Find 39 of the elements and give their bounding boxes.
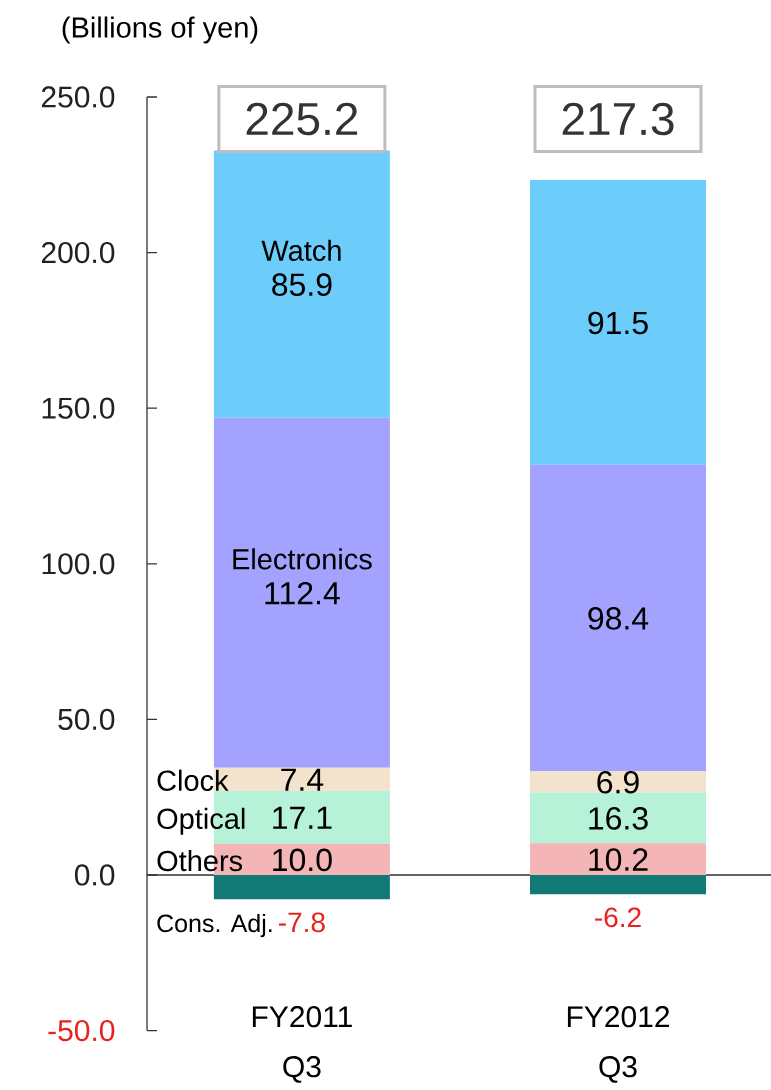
- total-label: 225.2: [246, 102, 358, 136]
- data-label: 98.4: [588, 607, 649, 630]
- data-label: 112.4: [265, 581, 340, 605]
- data-label: 10.0: [273, 848, 332, 872]
- bar: [530, 464, 707, 772]
- data-label: 91.5: [588, 311, 648, 335]
- data-label: 17.1: [273, 806, 332, 829]
- total-label: 217.3: [562, 102, 674, 136]
- y-tick-label: 200.0: [41, 241, 115, 264]
- data-label: 16.3: [589, 807, 648, 830]
- data-label: 10.2: [589, 848, 648, 871]
- y-tick-label: 0.0: [74, 864, 115, 886]
- bar: [530, 771, 707, 793]
- series-label: Cons. Adj.: [157, 913, 272, 938]
- bar: [530, 792, 707, 844]
- y-tick-label: 100.0: [42, 553, 115, 575]
- data-label: 85.9: [272, 273, 332, 297]
- y-tick-label: 150.0: [42, 397, 115, 419]
- series-label: Electronics: [233, 548, 372, 570]
- series-label: Optical: [157, 807, 245, 835]
- data-label: 6.9: [597, 770, 639, 794]
- bar: [530, 843, 707, 875]
- x-tick-label: FY2012 Q3: [567, 1006, 670, 1083]
- data-label: 7.4: [281, 768, 324, 791]
- data-label: -7.8: [279, 912, 325, 933]
- data-label: -6.2: [595, 907, 641, 928]
- series-label: Clock: [157, 769, 229, 791]
- bar: [530, 180, 707, 465]
- bar: [213, 150, 390, 418]
- series-label: Others: [157, 849, 243, 872]
- bar: [213, 874, 390, 900]
- y-tick-label: 250.0: [41, 86, 115, 108]
- series-label: Watch: [261, 239, 341, 261]
- y-tick-label: -50.0: [48, 1019, 115, 1042]
- y-tick-label: 50.0: [58, 708, 115, 731]
- y-axis-title: (Billions of yen): [62, 16, 258, 44]
- bar: [530, 874, 707, 895]
- bar: [213, 417, 390, 768]
- x-tick-label: FY2011 Q3: [252, 1006, 352, 1083]
